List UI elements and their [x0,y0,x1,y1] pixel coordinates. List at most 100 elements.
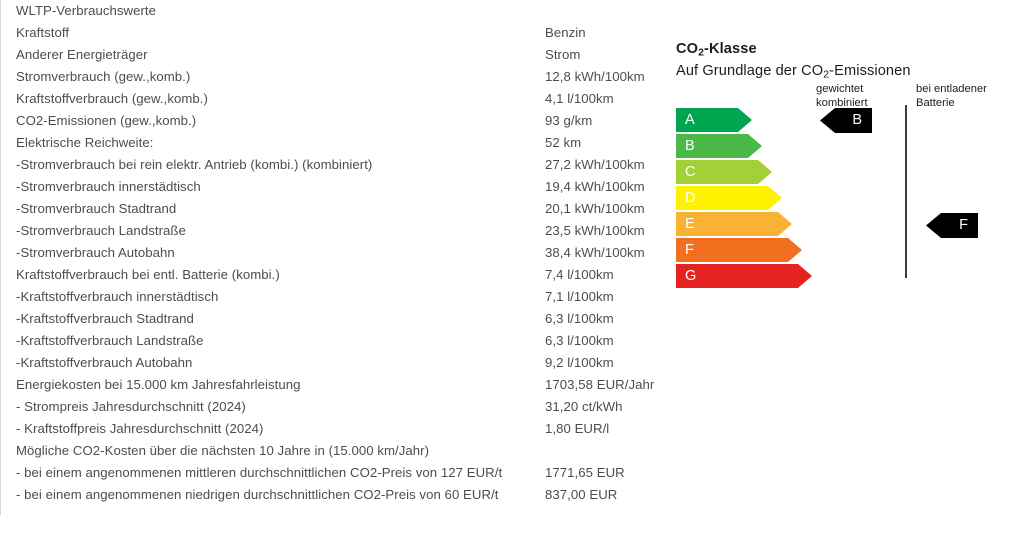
spec-value: 12,8 kWh/100km [545,69,645,84]
left-border-rule [0,0,1,515]
spec-row: Kraftstoffverbrauch bei entl. Batterie (… [0,264,680,286]
bar-letter-a: A [685,112,695,128]
co2-title-subscript: 2 [698,46,705,59]
spec-label: CO2-Emissionen (gew.,komb.) [16,113,197,128]
co2-class-subtitle: Auf Grundlage der CO2-Emissionen [676,62,1016,84]
spec-value: 1703,58 EUR/Jahr [545,377,655,392]
spec-value: 837,00 EUR [545,487,618,502]
badge-shape-weighted [820,108,872,133]
co2-class-bar-d: D [676,186,836,210]
bar-shape-a [676,108,752,132]
spec-value: 23,5 kWh/100km [545,223,645,238]
spec-value: 38,4 kWh/100km [545,245,645,260]
spec-row: CO2-Emissionen (gew.,komb.) 93 g/km [0,110,680,132]
bar-letter-e: E [685,216,695,232]
bar-shape-f [676,238,802,262]
spec-label: Stromverbrauch (gew.,komb.) [16,69,191,84]
spec-value: Benzin [545,25,586,40]
spec-row: -Stromverbrauch Stadtrand 20,1 kWh/100km [0,198,680,220]
co2-class-bar-a: A [676,108,836,132]
spec-value: 7,1 l/100km [545,289,614,304]
spec-label: -Stromverbrauch Landstraße [16,223,186,238]
bar-shape-c [676,160,772,184]
bar-letter-c: C [685,164,696,180]
spec-value: Strom [545,47,581,62]
column-caption-weighted-line2: kombiniert [816,97,868,109]
spec-row: - bei einem angenommenen niedrigen durch… [0,484,680,506]
spec-value: 27,2 kWh/100km [545,157,645,172]
co2-subtitle-suffix: -Emissionen [829,63,911,80]
spec-row: - Kraftstoffpreis Jahresdurchschnitt (20… [0,418,680,440]
co2-class-bar-b: B [676,134,836,158]
co2-title-prefix: CO [676,41,699,57]
spec-row: -Kraftstoffverbrauch Stadtrand 6,3 l/100k… [0,308,680,330]
spec-label: - bei einem angenommenen niedrigen durch… [16,487,499,502]
column-caption-depleted: bei entladener Batterie [916,82,1012,110]
spec-value: 1771,65 EUR [545,465,625,480]
column-caption-depleted-line2: Batterie [916,97,955,109]
column-divider [905,105,907,278]
spec-row: -Kraftstoffverbrauch Autobahn 9,2 l/100km [0,352,680,374]
co2-class-bar-c: C [676,160,836,184]
spec-label: -Stromverbrauch innerstädtisch [16,179,201,194]
co2-subtitle-prefix: Auf Grundlage der CO [676,63,824,80]
bar-shape-b [676,134,762,158]
column-caption-weighted: gewichtet kombiniert [816,82,906,110]
spec-value: 1,80 EUR/l [545,421,610,436]
spec-label: WLTP-Verbrauchswerte [16,3,157,18]
spec-value: 9,2 l/100km [545,355,614,370]
badge-letter-weighted: B [852,112,862,128]
spec-row: - bei einem angenommenen mittleren durch… [0,462,680,484]
spec-row: -Kraftstoffverbrauch innerstädtisch 7,1 l… [0,286,680,308]
co2-class-panel: CO2-Klasse Auf Grundlage der CO2-Emissio… [676,40,1016,288]
spec-row: Elektrische Reichweite: 52 km [0,132,680,154]
co2-subtitle-subscript: 2 [823,68,830,81]
bar-letter-f: F [685,242,694,258]
spec-row: Kraftstoffverbrauch (gew.,komb.) 4,1 l/10… [0,88,680,110]
spec-row: -Stromverbrauch Autobahn 38,4 kWh/100km [0,242,680,264]
spec-label: -Stromverbrauch Stadtrand [16,201,177,216]
spec-label: Energiekosten bei 15.000 km Jahresfahrle… [16,377,301,392]
badge-shape-depleted [926,213,978,238]
co2-class-bar-g: G [676,264,836,288]
spec-label: Mögliche CO2-Kosten über die nächsten 10… [16,443,430,458]
spec-row: -Stromverbrauch innerstädtisch 19,4 kWh/1… [0,176,680,198]
spec-row: -Stromverbrauch bei rein elektr. Antrieb… [0,154,680,176]
spec-label: -Kraftstoffverbrauch Stadtrand [16,311,194,326]
bar-letter-b: B [685,138,695,154]
co2-class-title: CO2-Klasse [676,40,1016,61]
spec-value: 20,1 kWh/100km [545,201,645,216]
spec-label: Elektrische Reichweite: [16,135,154,150]
spec-label: -Kraftstoffverbrauch innerstädtisch [16,289,219,304]
column-caption-weighted-line1: gewichtet [816,83,864,95]
spec-label: - bei einem angenommenen mittleren durch… [16,465,503,480]
spec-row: Mögliche CO2-Kosten über die nächsten 10… [0,440,680,462]
spec-label: -Kraftstoffverbrauch Autobahn [16,355,193,370]
spec-table: WLTP-Verbrauchswerte Kraftstoff Benzin Ande… [0,0,680,506]
spec-label: -Stromverbrauch Autobahn [16,245,175,260]
spec-value: 52 km [545,135,582,150]
spec-row: Kraftstoff Benzin [0,22,680,44]
co2-title-suffix: -Klasse [704,41,757,57]
spec-label: Kraftstoffverbrauch bei entl. Batterie (… [16,267,280,282]
column-caption-depleted-line1: bei entladener [916,83,987,95]
rating-badge-depleted: F [926,213,978,238]
spec-label: -Kraftstoffverbrauch Landstraße [16,333,204,348]
spec-row: -Kraftstoffverbrauch Landstraße 6,3 l/100… [0,330,680,352]
spec-row: - Strompreis Jahresdurchschnitt (2024) 31… [0,396,680,418]
spec-value: 93 g/km [545,113,593,128]
spec-label: - Strompreis Jahresdurchschnitt (2024) [16,399,246,414]
bar-letter-g: G [685,268,697,284]
spec-label: Anderer Energieträger [16,47,148,62]
spec-label: Kraftstoff [16,25,70,40]
spec-value: 6,3 l/100km [545,311,614,326]
spec-row: Stromverbrauch (gew.,komb.) 12,8 kWh/100k… [0,66,680,88]
spec-value: 7,4 l/100km [545,267,614,282]
spec-row: WLTP-Verbrauchswerte [0,0,680,22]
spec-value: 4,1 l/100km [545,91,614,106]
badge-letter-depleted: F [959,217,968,233]
spec-label: -Stromverbrauch bei rein elektr. Antrieb… [16,157,373,172]
spec-value: 19,4 kWh/100km [545,179,645,194]
